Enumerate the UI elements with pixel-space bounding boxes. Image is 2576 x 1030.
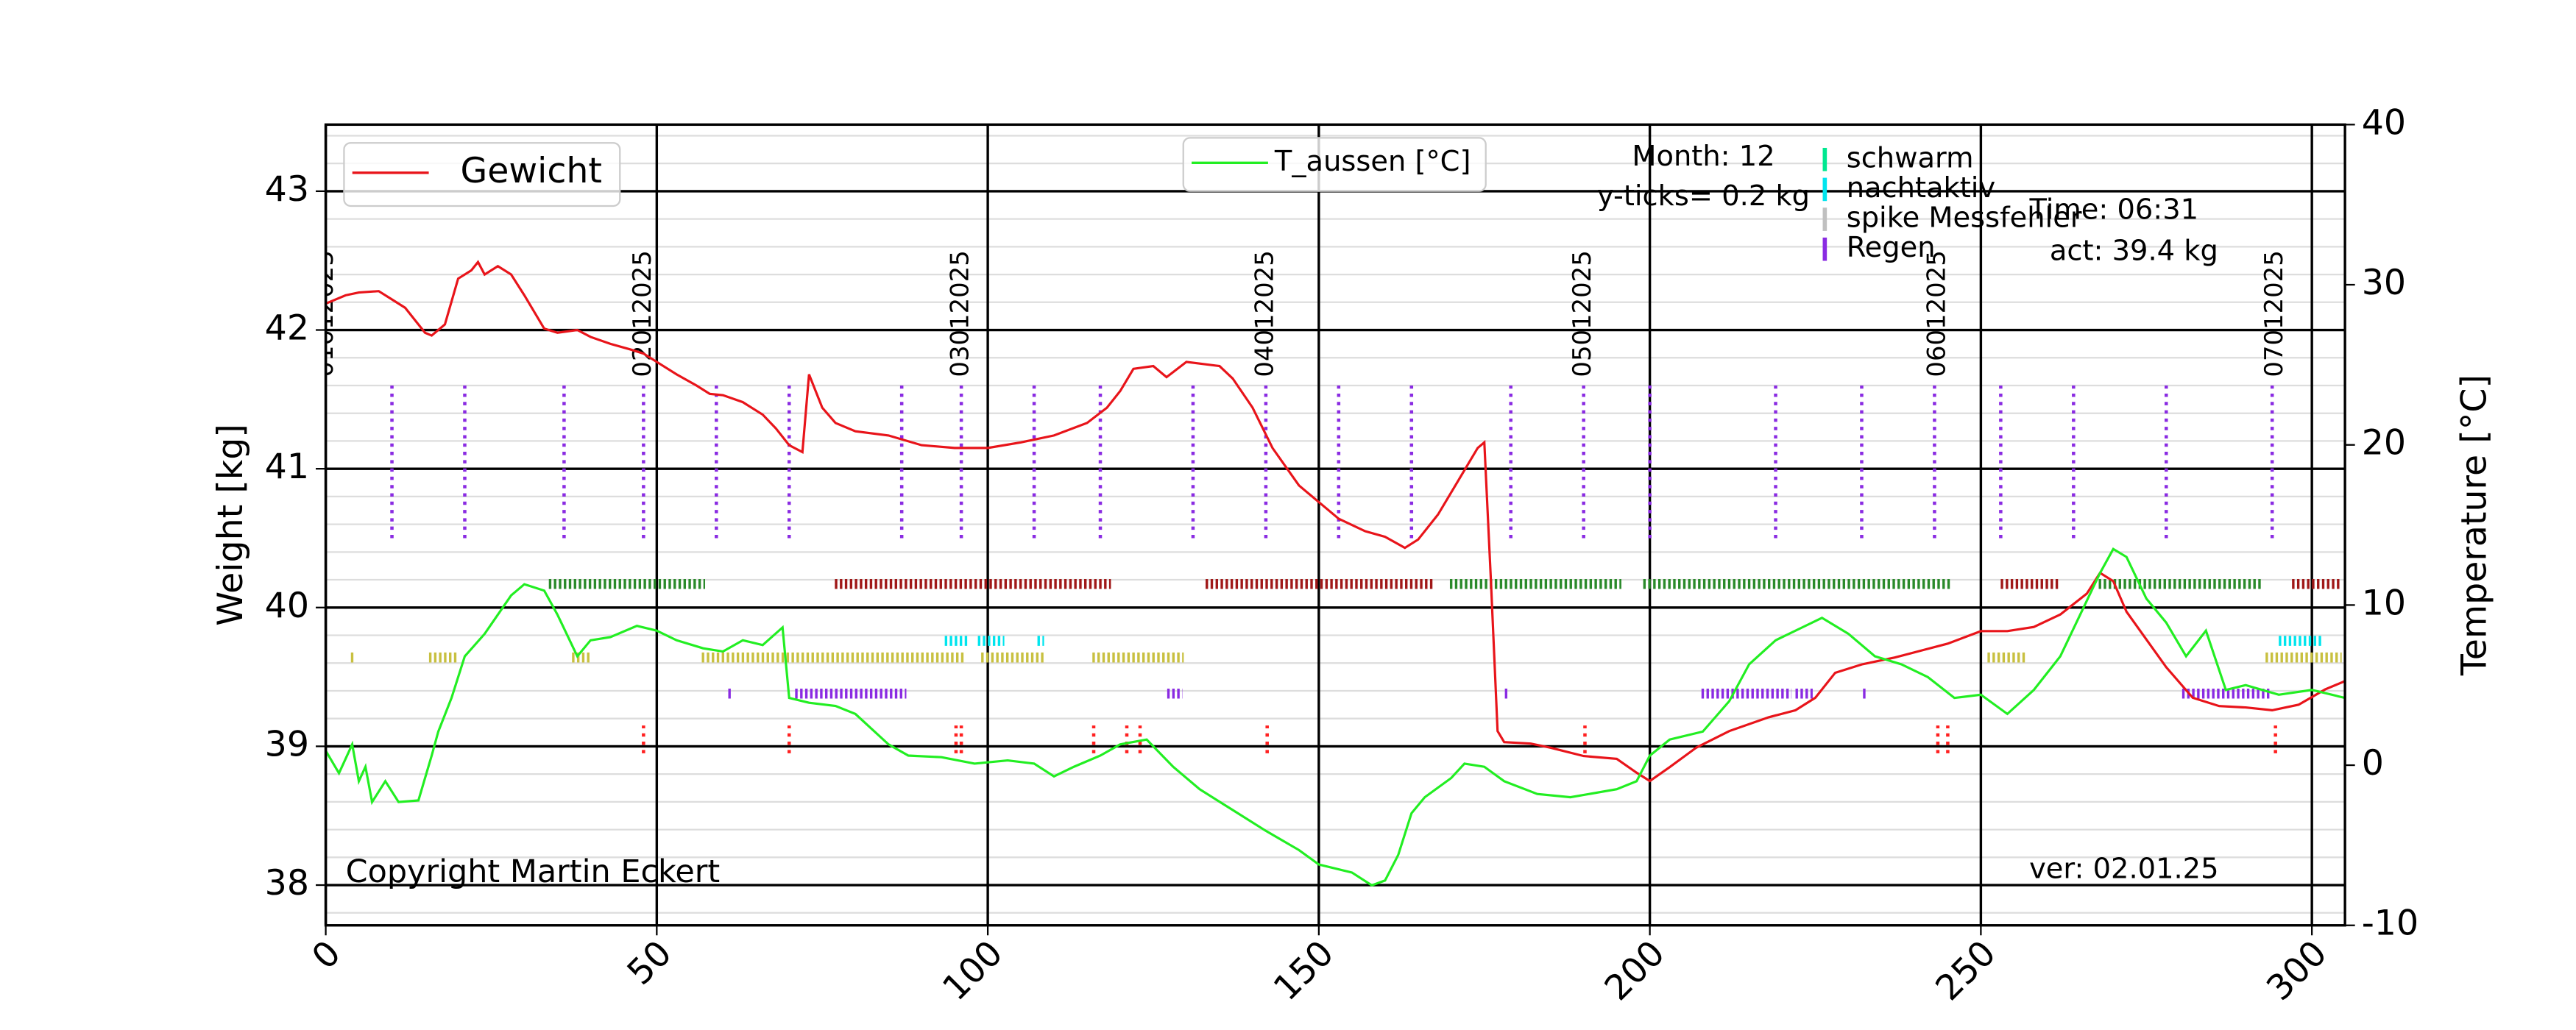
y-tick-label: 43 [265, 169, 309, 210]
annotations: Month: 12 y-ticks= 0.2 kg Time: 06:31 ac… [346, 140, 2219, 890]
y2-tick-label: 40 [2362, 102, 2406, 143]
annotation: Time: 06:31 [2028, 193, 2198, 226]
x-tick-label: 200 [1597, 933, 1673, 1009]
date-label: 02012025 [628, 250, 657, 377]
y2-axis-label: Temperature [°C] [2455, 374, 2495, 676]
x-tick-label: 150 [1266, 933, 1342, 1009]
y-tick-label: 38 [265, 863, 309, 903]
plot-frame [324, 123, 2346, 927]
bands: 01012025 02012025 03012025 04012025 05012025… [310, 250, 2342, 753]
legend-label: Gewicht [460, 151, 602, 191]
legend-label: nachtaktiv [1847, 171, 1995, 205]
y2-tick-label: 10 [2362, 583, 2406, 623]
lines [325, 260, 2346, 887]
date-label: 07012025 [2260, 250, 2288, 377]
y-tick-label: 40 [265, 586, 309, 626]
y2-tick-label: 0 [2362, 743, 2384, 784]
legend-label: spike Messfehler [1847, 202, 2082, 235]
date-label: 04012025 [1250, 250, 1278, 377]
legend-label: Regen [1847, 231, 1936, 264]
x-tick-label: 50 [620, 933, 680, 993]
x-tick-label: 300 [2260, 933, 2335, 1009]
y-tick-label: 42 [265, 308, 309, 349]
annotation: y-ticks= 0.2 kg [1597, 180, 1810, 213]
date-label: 06012025 [1922, 250, 1950, 377]
legend-label: schwarm [1847, 141, 1974, 174]
legend-box [343, 142, 621, 207]
x-tick-label: 250 [1928, 933, 2004, 1009]
y-axis-label: Weight [kg] [210, 424, 251, 626]
x-tick-label: 100 [935, 933, 1011, 1009]
date-label: 05012025 [1568, 250, 1596, 377]
x-tick-label: 0 [305, 933, 349, 977]
series-line [325, 260, 2346, 783]
copyright: Copyright Martin Eckert [346, 853, 721, 890]
y2-tick-label: -10 [2362, 903, 2418, 944]
annotation: Month: 12 [1632, 140, 1774, 173]
legends: Gewicht T_aussen [°C] schwarmnachtaktivspi… [343, 137, 2082, 264]
y-tick-label: 41 [265, 447, 309, 487]
version: ver: 02.01.25 [2029, 853, 2218, 886]
date-label: 01012025 [310, 250, 339, 377]
y-tick-label: 39 [265, 724, 309, 764]
y2-tick-label: 30 [2362, 263, 2406, 303]
annotation: act: 39.4 kg [2050, 235, 2218, 268]
series-line [325, 547, 2346, 887]
legend-label: T_aussen [°C] [1274, 145, 1471, 178]
y2-tick-label: 20 [2362, 423, 2406, 464]
date-label: 03012025 [946, 250, 974, 377]
legend-box [1182, 137, 1487, 192]
